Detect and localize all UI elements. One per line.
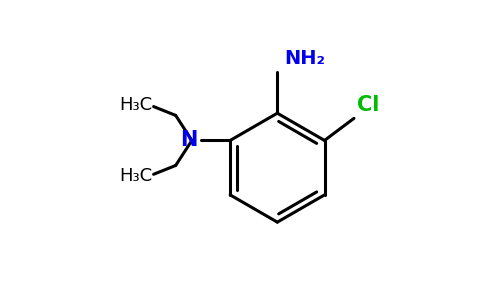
Text: H₃C: H₃C bbox=[119, 167, 152, 185]
Text: Cl: Cl bbox=[357, 95, 379, 116]
Text: H₃C: H₃C bbox=[119, 96, 152, 114]
Text: N: N bbox=[181, 130, 198, 150]
Text: NH₂: NH₂ bbox=[285, 49, 326, 68]
